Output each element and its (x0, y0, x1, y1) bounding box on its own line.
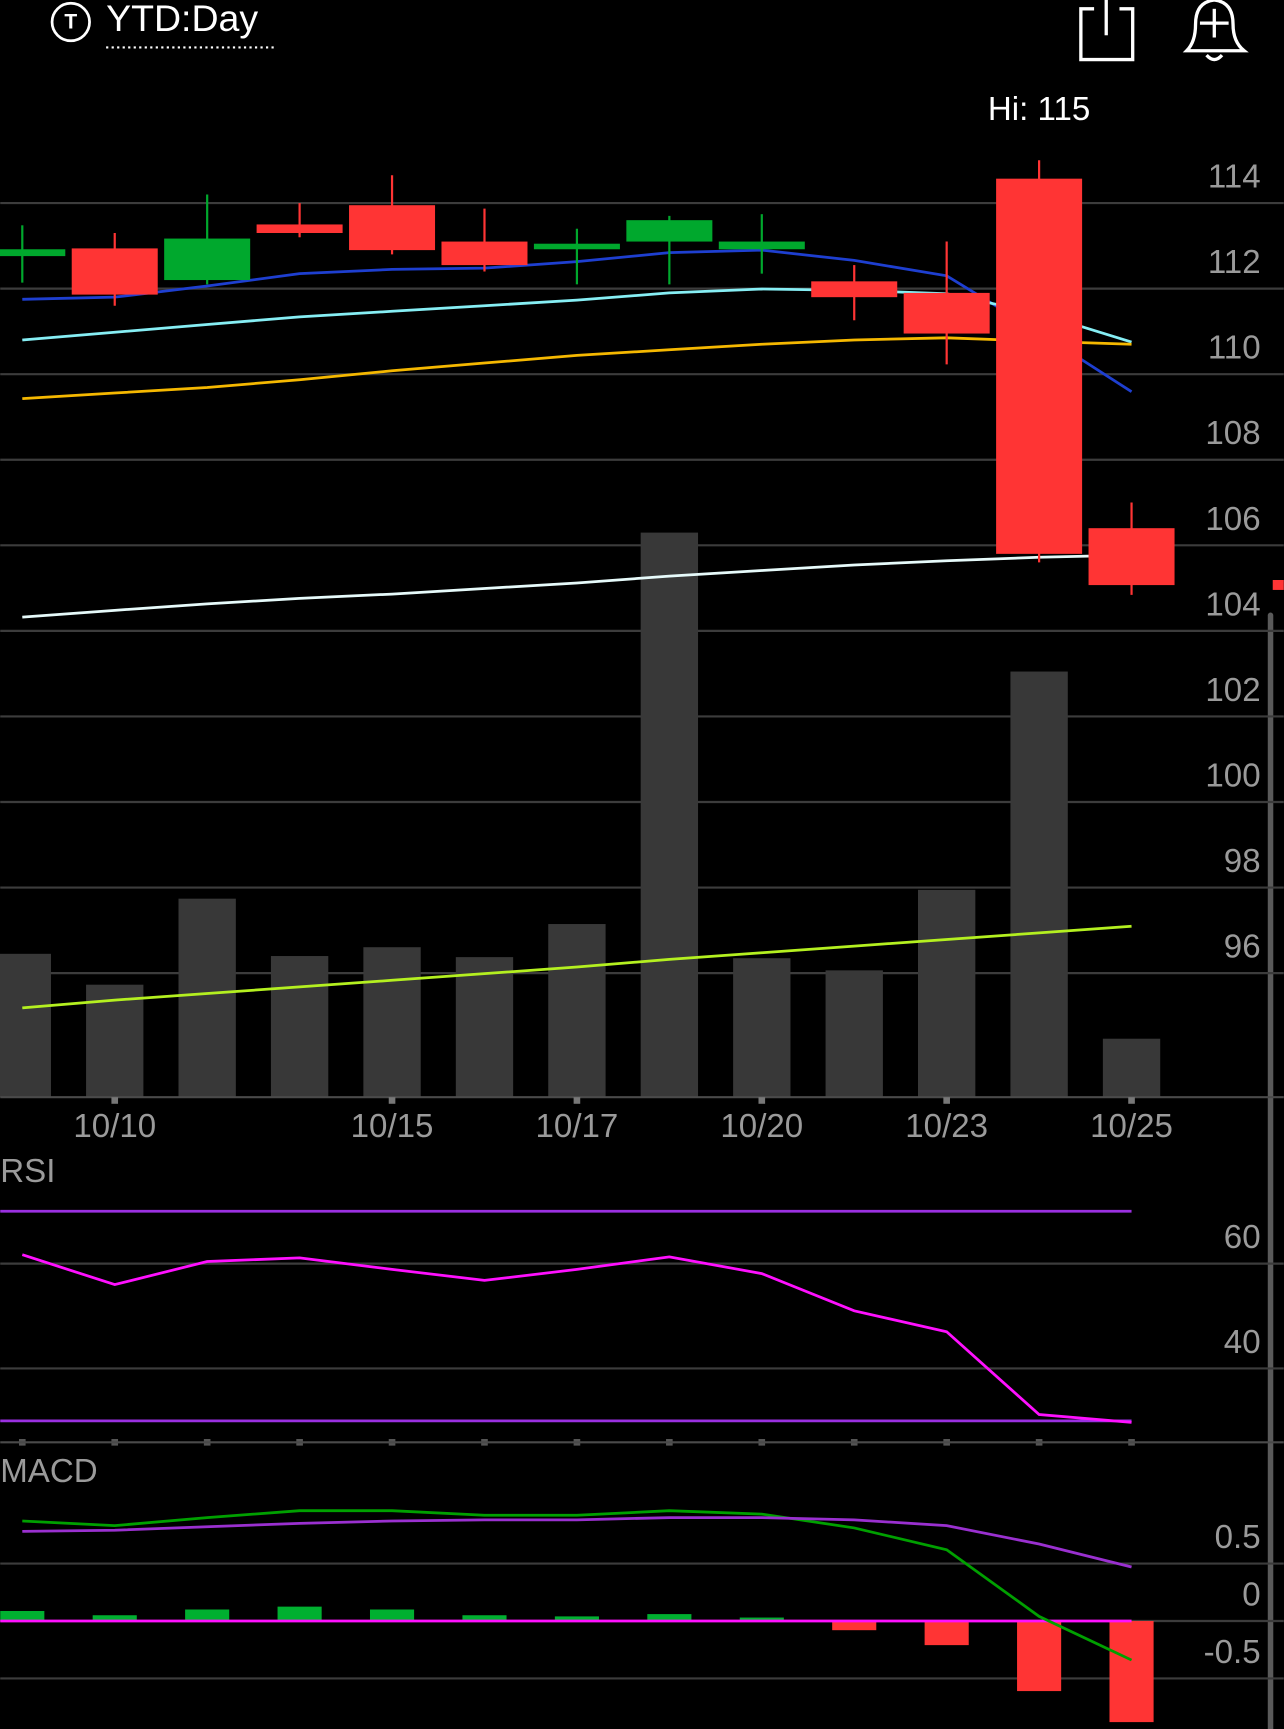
candle-body (533, 243, 620, 250)
volume-bar (0, 953, 51, 1098)
histogram-bar (1017, 1620, 1062, 1692)
y-tick-label: 98 (1224, 843, 1261, 880)
rsi-line (21, 1253, 1132, 1424)
candle-body (0, 249, 66, 257)
histogram-bar (739, 1617, 784, 1621)
x-tick (758, 1097, 766, 1104)
volume-bar (733, 958, 791, 1098)
x-tick (1128, 1097, 1135, 1104)
x-tick-label: 10/15 (351, 1108, 434, 1145)
y-tick-label: 0 (1242, 1576, 1260, 1613)
histogram-bar (554, 1616, 599, 1621)
volume-average-line (22, 924, 1132, 1010)
candle-body (349, 205, 436, 251)
candle-body (903, 292, 990, 334)
volume-bar (363, 947, 421, 1098)
volume-bar (270, 956, 329, 1098)
y-tick-label: 110 (1208, 330, 1261, 367)
histogram-bar (0, 1610, 45, 1621)
high-annotation: Hi: 115 (988, 91, 1090, 128)
x-tick-label: 10/20 (720, 1108, 803, 1145)
ticker-icon-letter: T (64, 11, 77, 34)
histogram-bar (462, 1615, 507, 1621)
panel-title: RSI (0, 1153, 55, 1190)
bell-icon (1182, 0, 1249, 53)
y-tick-label: -0.5 (1204, 1634, 1261, 1671)
candle-body (256, 224, 343, 234)
candle-body (441, 241, 528, 266)
volume-bar (455, 957, 514, 1098)
x-tick (943, 1097, 950, 1104)
histogram-bar (369, 1609, 415, 1621)
histogram-bar (92, 1615, 137, 1621)
y-tick-label: 96 (1224, 929, 1261, 966)
histogram-bar (647, 1614, 692, 1621)
x-tick-label: 10/25 (1090, 1108, 1173, 1145)
y-tick-label: 40 (1224, 1324, 1261, 1361)
volume-bar (1102, 1038, 1161, 1098)
macd-line (22, 1516, 1132, 1569)
histogram-bar (924, 1620, 969, 1646)
y-tick-label: 114 (1208, 159, 1261, 196)
y-tick-label: 104 (1205, 586, 1260, 623)
histogram-bar (185, 1609, 230, 1621)
candle-body (811, 281, 898, 298)
y-tick-label: 112 (1208, 244, 1261, 281)
bell-clapper (1205, 53, 1224, 62)
range-selector[interactable]: T YTD:Day (50, 0, 274, 49)
volume-bar (1010, 671, 1068, 1098)
volume-bar (548, 924, 606, 1098)
x-tick-label: 10/10 (73, 1108, 156, 1145)
candle-body (718, 241, 805, 250)
last-price-marker (1272, 580, 1284, 590)
volume-bar (178, 898, 236, 1098)
volume-bar (825, 970, 883, 1098)
y-tick-label: 106 (1205, 501, 1260, 538)
candle-body (164, 238, 251, 281)
x-tick (111, 1097, 119, 1104)
histogram-bar (277, 1606, 322, 1621)
histogram-bar (832, 1620, 877, 1631)
panel-title: MACD (0, 1453, 97, 1490)
y-tick-label: 60 (1224, 1219, 1261, 1256)
candle-body (1088, 528, 1175, 586)
moving-average-line (22, 553, 1132, 619)
ticker-icon (50, 1, 91, 43)
candle-body (71, 248, 158, 295)
x-tick (573, 1097, 581, 1104)
x-tick-label: 10/23 (905, 1108, 988, 1145)
y-tick-label: 100 (1205, 757, 1260, 794)
x-tick (388, 1097, 396, 1104)
range-title: YTD:Day (106, 0, 258, 39)
candle-body (996, 178, 1083, 554)
macd-line (22, 1509, 1133, 1662)
share-button[interactable] (1079, 0, 1135, 62)
candle-body (626, 220, 713, 242)
y-tick-label: 102 (1205, 672, 1260, 709)
y-tick-label: 108 (1205, 415, 1260, 452)
x-tick-label: 10/17 (536, 1108, 619, 1145)
volume-bar (86, 984, 144, 1098)
share-icon-box (1079, 7, 1135, 62)
volume-bar (640, 532, 699, 1098)
volume-bar (918, 889, 976, 1098)
alert-button[interactable] (1182, 0, 1249, 62)
histogram-bar (1109, 1620, 1154, 1723)
y-tick-label: 0.5 (1215, 1519, 1261, 1556)
